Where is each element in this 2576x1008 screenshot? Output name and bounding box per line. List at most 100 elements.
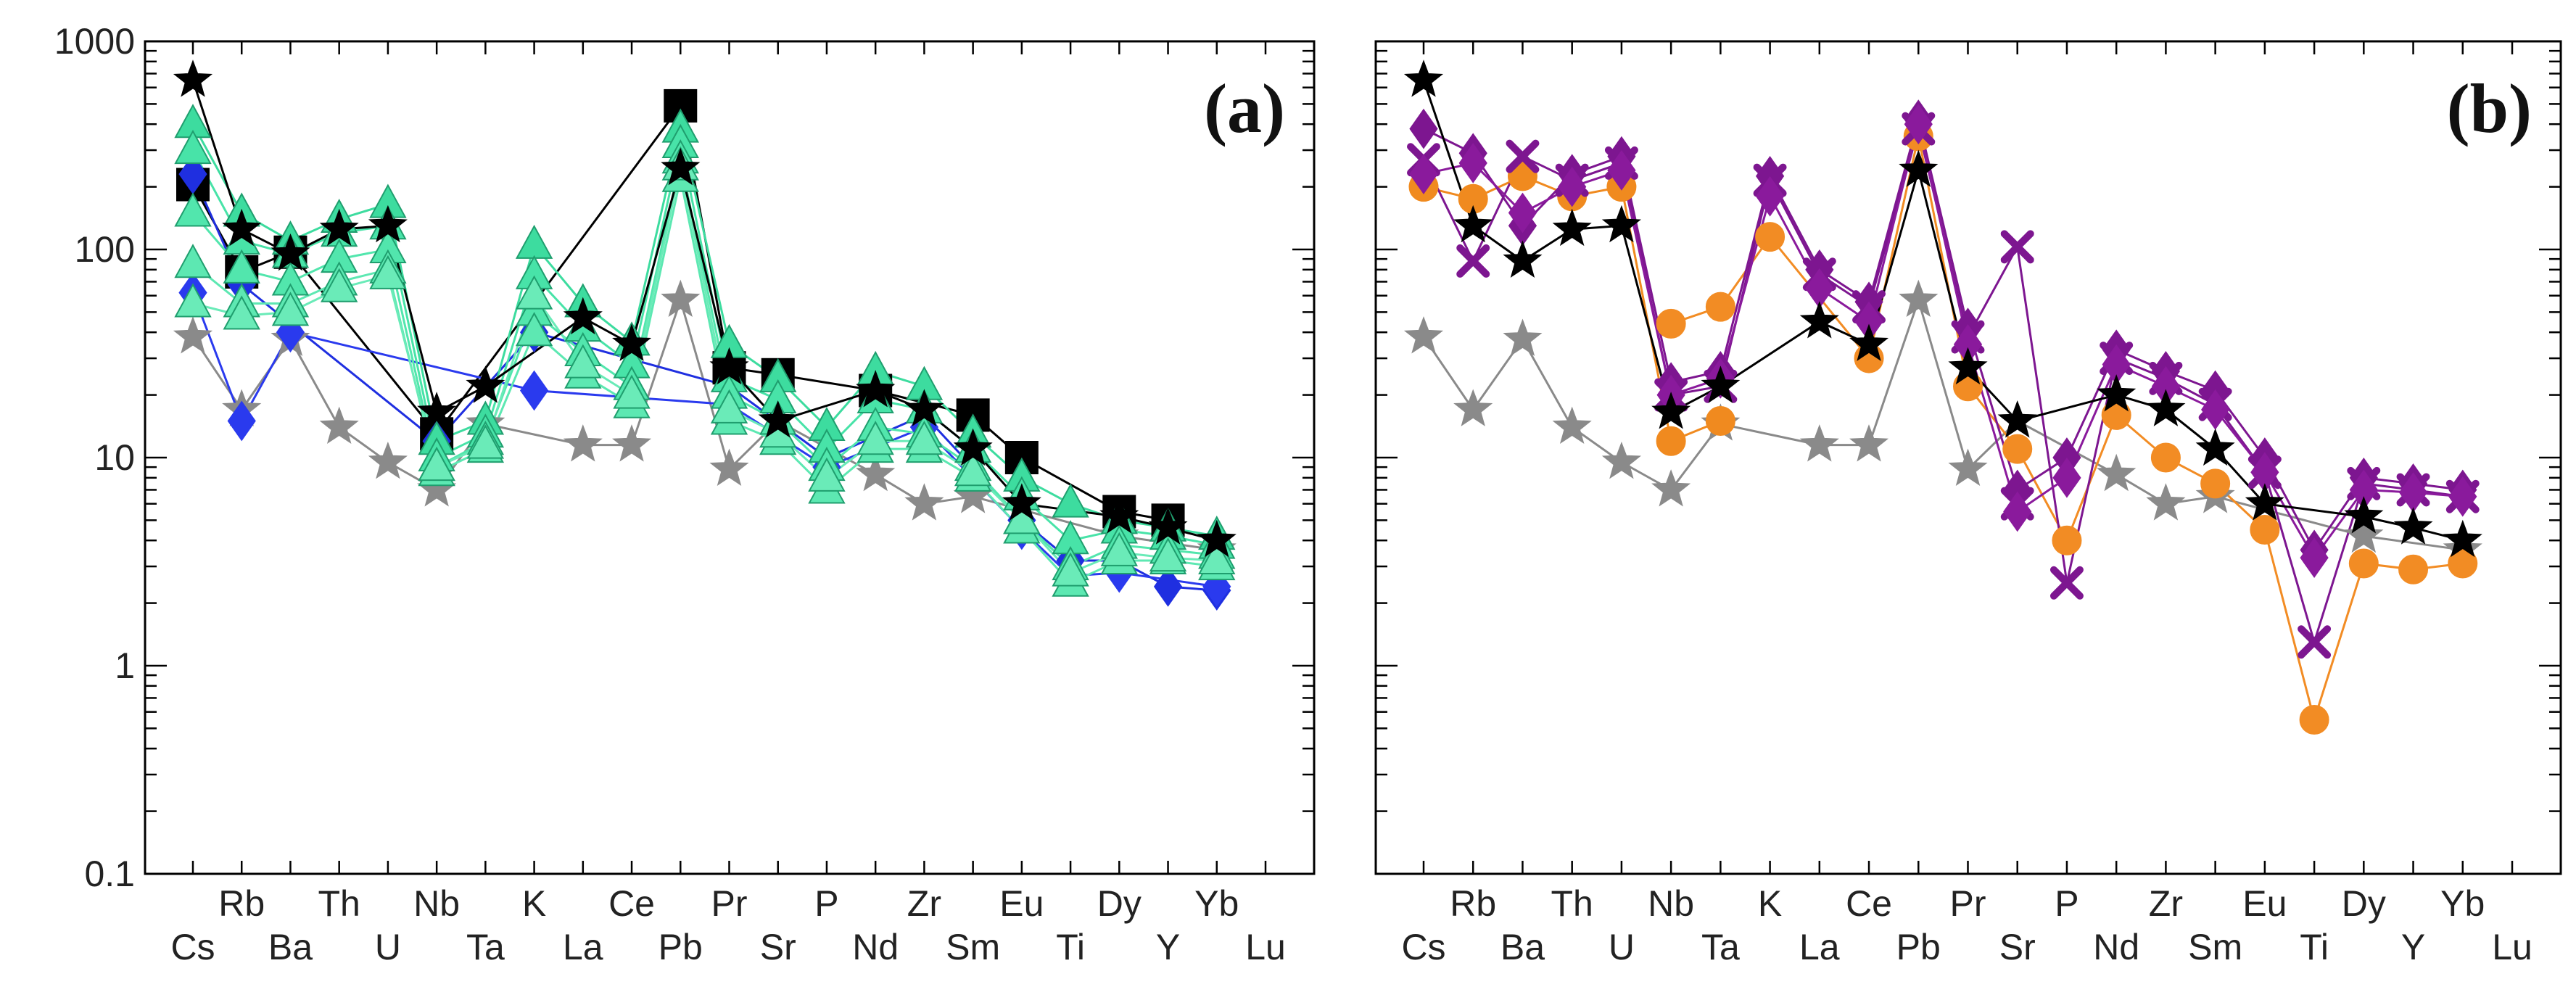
data-point [2300, 537, 2329, 579]
data-point [2052, 525, 2082, 555]
data-point [904, 389, 944, 426]
x-tick-label: P [814, 883, 838, 924]
x-tick-label: K [1758, 883, 1782, 924]
data-point [856, 370, 896, 408]
x-tick-label: K [522, 883, 546, 924]
data-point [515, 312, 553, 347]
data-point [466, 424, 505, 459]
data-point [319, 208, 359, 247]
x-tick-label: Nb [1648, 883, 1694, 924]
data-point [563, 424, 603, 462]
data-point [2348, 548, 2379, 579]
data-point [515, 275, 553, 310]
data-point [1153, 566, 1183, 607]
data-point [710, 389, 748, 424]
data-point [369, 255, 407, 289]
x-tick-label: Sm [946, 927, 1000, 967]
data-point [1755, 222, 1786, 252]
data-point [368, 441, 408, 479]
data-point [661, 279, 701, 318]
data-point [1849, 323, 1889, 361]
data-point [1099, 496, 1139, 534]
data-point [563, 297, 603, 335]
data-point [1558, 166, 1587, 207]
data-point [271, 292, 310, 326]
data-point [2344, 515, 2384, 553]
data-point [2146, 483, 2186, 521]
data-point [1997, 400, 2037, 438]
data-point [2195, 428, 2235, 466]
x-tick-label: Rb [1450, 883, 1496, 924]
data-point [2448, 476, 2477, 517]
data-point [466, 365, 505, 403]
data-point [2393, 507, 2433, 545]
data-point [417, 392, 457, 429]
x-tick-label: Dy [2342, 883, 2386, 924]
data-point [222, 208, 262, 247]
x-tick-label: Th [1551, 883, 1593, 924]
data-point [1904, 104, 1933, 145]
x-tick-label: Ta [1701, 927, 1740, 967]
x-tick-label: Lu [2492, 927, 2532, 967]
data-point [1701, 365, 1741, 403]
x-tick-label: Yb [2440, 883, 2485, 924]
data-point [1656, 426, 1686, 456]
x-tick-label: Cs [1401, 927, 1445, 967]
data-point [1453, 205, 1493, 243]
x-tick-label: Zr [2149, 883, 2183, 924]
data-point [1656, 308, 1686, 339]
x-tick-label: Sr [1999, 927, 2036, 967]
x-tick-label: Lu [1245, 927, 1286, 967]
data-point [2299, 705, 2329, 735]
data-point [1148, 507, 1188, 545]
data-point [1149, 537, 1187, 572]
data-point [2002, 434, 2033, 464]
data-point [1052, 483, 1089, 518]
data-point [320, 268, 358, 302]
x-tick-label: P [2055, 883, 2078, 924]
series-line [192, 178, 1217, 584]
data-point [709, 448, 749, 486]
y-tick-label: 10 [94, 437, 135, 478]
data-point [2200, 468, 2231, 499]
x-tick-label: Eu [999, 883, 1044, 924]
data-point [1503, 240, 1543, 278]
data-point [2097, 374, 2137, 412]
data-point [1197, 519, 1237, 558]
series-line [1423, 123, 2463, 560]
data-point [612, 323, 652, 361]
data-point [856, 453, 896, 492]
data-point [1508, 192, 1537, 234]
data-point [904, 483, 944, 521]
x-tick-label: Nd [2093, 927, 2139, 967]
data-point [1002, 483, 1041, 521]
data-point [2003, 491, 2032, 532]
data-point [1899, 279, 1939, 318]
data-point [2150, 442, 2181, 473]
x-tick-label: Pb [659, 927, 703, 967]
data-point [173, 59, 213, 97]
data-point [1052, 552, 1089, 587]
data-point [954, 452, 992, 487]
x-tick-label: Ce [608, 883, 655, 924]
data-point [1601, 441, 1641, 479]
data-point [808, 457, 846, 492]
x-tick-label: Ba [268, 927, 313, 967]
x-tick-label: Ta [466, 927, 505, 967]
data-point [1198, 540, 1236, 575]
y-tick-label: 0.1 [84, 854, 135, 894]
data-point [661, 147, 701, 186]
data-point [174, 244, 212, 278]
data-point [1552, 406, 1592, 445]
x-tick-label: La [563, 927, 603, 967]
x-tick-label: Ti [1056, 927, 1085, 967]
x-tick-label: U [375, 927, 401, 967]
data-point [2344, 496, 2384, 534]
x-tick-label: Eu [2242, 883, 2287, 924]
data-point [2097, 453, 2137, 492]
data-point [1705, 292, 1735, 322]
x-tick-label: Pr [1950, 883, 1986, 924]
